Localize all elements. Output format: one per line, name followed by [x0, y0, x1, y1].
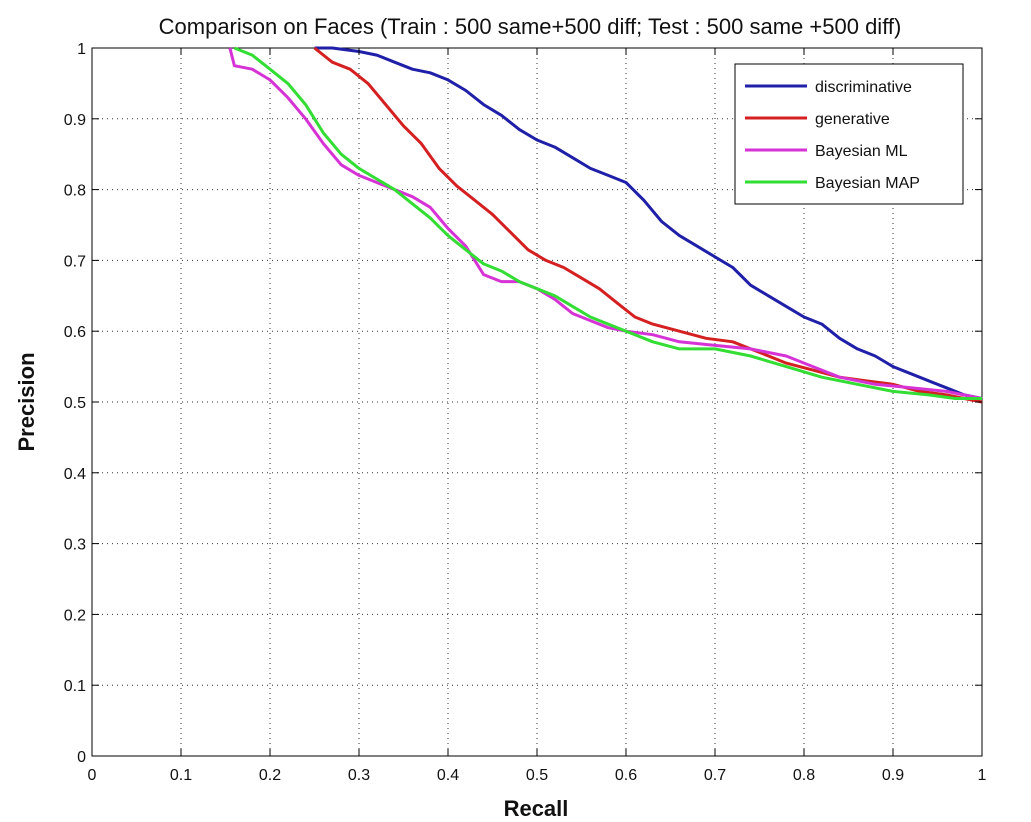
- x-tick-label: 1: [978, 767, 987, 784]
- series-line-bayesian-map: [233, 46, 982, 400]
- legend-label: generative: [815, 111, 890, 128]
- y-tick-label: 0.9: [64, 112, 86, 129]
- series-line-discriminative: [314, 46, 983, 400]
- y-tick-label: 0.1: [64, 678, 86, 695]
- y-tick-label: 0.5: [64, 395, 86, 412]
- x-tick-label: 0.3: [348, 767, 370, 784]
- legend-label: discriminative: [815, 79, 912, 96]
- x-axis-label: Recall: [504, 796, 569, 821]
- x-tick-label: 0.4: [437, 767, 459, 784]
- legend-label: Bayesian MAP: [815, 175, 920, 192]
- axis-ticks: 0 0.1 0.2 0.3 0.4 0.5 0.6 0.7 0.8 0.9 1 0 0.1 0.2 0.3 0…: [64, 41, 987, 784]
- x-tick-label: 0.8: [793, 767, 815, 784]
- y-tick-label: 0: [77, 749, 86, 766]
- legend-label: Bayesian ML: [815, 143, 908, 160]
- x-tick-label: 0.7: [704, 767, 726, 784]
- y-tick-label: 0.4: [64, 466, 86, 483]
- y-tick-label: 0.8: [64, 183, 86, 200]
- x-tick-label: 0.6: [615, 767, 637, 784]
- y-tick-label: 0.6: [64, 324, 86, 341]
- x-tick-label: 0.9: [882, 767, 904, 784]
- y-tick-label: 0.2: [64, 607, 86, 624]
- y-axis-label: Precision: [14, 352, 39, 451]
- chart-title: Comparison on Faces (Train : 500 same+50…: [159, 14, 902, 39]
- x-tick-label: 0.2: [259, 767, 281, 784]
- y-tick-label: 0.3: [64, 537, 86, 554]
- legend: discriminative generative Bayesian ML Bayes…: [734, 63, 964, 205]
- x-tick-label: 0.1: [170, 767, 192, 784]
- x-tick-label: 0: [88, 767, 97, 784]
- x-tick-label: 0.5: [526, 767, 548, 784]
- y-tick-label: 1: [77, 41, 86, 58]
- plot-area: [228, 46, 983, 404]
- y-tick-label: 0.7: [64, 253, 86, 270]
